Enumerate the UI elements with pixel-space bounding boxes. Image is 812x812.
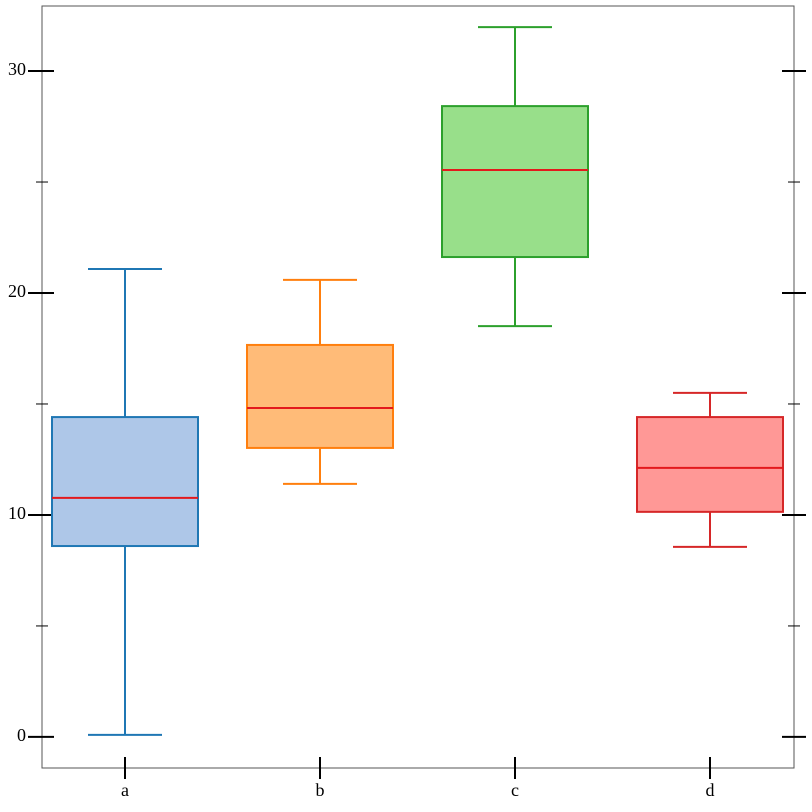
x-tick-label: d [706, 780, 715, 800]
x-tick-label: c [511, 780, 519, 800]
box [636, 416, 784, 513]
y-tick-label: 20 [8, 281, 26, 301]
plot-frame [41, 5, 795, 769]
x-tick-label: a [121, 780, 129, 800]
x-tick-label: b [316, 780, 325, 800]
y-tick-label: 10 [8, 503, 26, 523]
y-tick-label: 30 [8, 59, 26, 79]
box [441, 105, 589, 259]
box [246, 343, 394, 449]
y-tick-label: 0 [17, 725, 26, 745]
box [51, 416, 199, 548]
